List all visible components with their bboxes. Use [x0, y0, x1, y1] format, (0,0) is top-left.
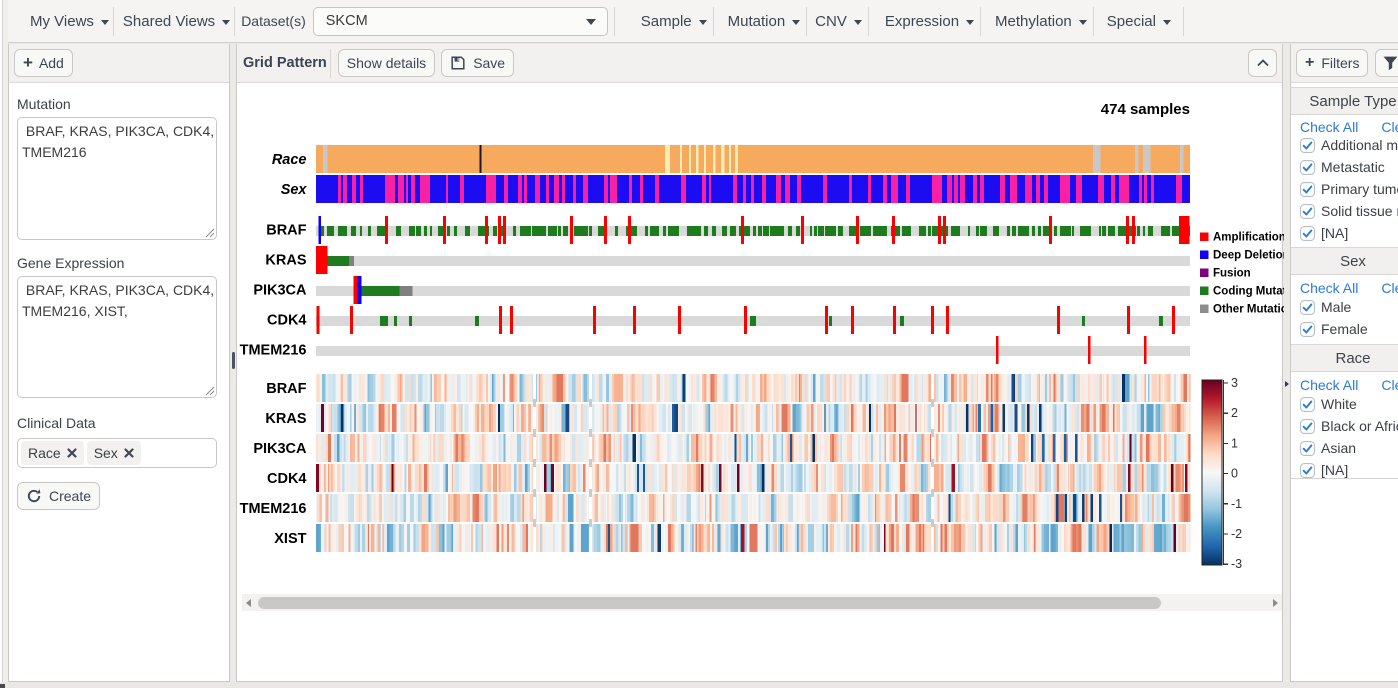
svg-text:Fusion: Fusion — [1213, 268, 1251, 280]
svg-text:TMEM216: TMEM216 — [240, 343, 307, 359]
svg-text:0: 0 — [1231, 467, 1238, 481]
svg-text:KRAS: KRAS — [265, 411, 306, 427]
svg-text:-2: -2 — [1231, 527, 1242, 541]
svg-text:Other Mutations: Other Mutations — [1213, 304, 1284, 316]
svg-text:TMEM216: TMEM216 — [240, 501, 307, 517]
svg-text:-3: -3 — [1231, 557, 1242, 571]
svg-text:474 samples: 474 samples — [1101, 101, 1190, 118]
svg-text:BRAF: BRAF — [266, 223, 306, 239]
svg-text:CDK4: CDK4 — [267, 313, 306, 329]
svg-text:-1: -1 — [1231, 497, 1242, 511]
svg-text:PIK3CA: PIK3CA — [253, 283, 307, 299]
svg-text:Deep Deletion: Deep Deletion — [1213, 250, 1284, 262]
svg-text:CDK4: CDK4 — [267, 471, 306, 487]
svg-text:2: 2 — [1231, 406, 1238, 420]
svg-text:Race: Race — [272, 152, 307, 168]
svg-text:Amplification: Amplification — [1213, 232, 1284, 244]
svg-text:Sex: Sex — [281, 182, 308, 198]
svg-text:XIST: XIST — [274, 531, 306, 547]
svg-text:1: 1 — [1231, 436, 1238, 450]
svg-text:BRAF: BRAF — [266, 381, 306, 397]
svg-text:KRAS: KRAS — [265, 253, 306, 269]
svg-text:PIK3CA: PIK3CA — [253, 441, 307, 457]
svg-text:3: 3 — [1231, 376, 1238, 390]
svg-text:Coding Mutations: Coding Mutations — [1213, 286, 1284, 298]
